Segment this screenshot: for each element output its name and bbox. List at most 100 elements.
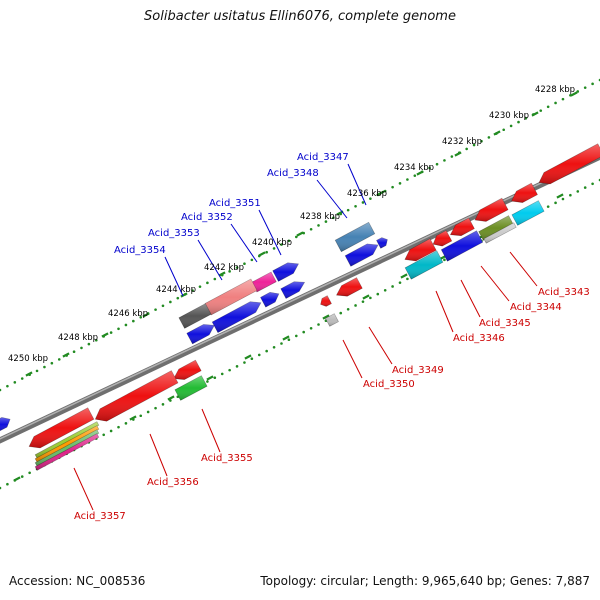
gene-arrow[interactable] [432,230,453,247]
gene-label[interactable]: Acid_3351 [209,198,261,209]
gene-arrow[interactable] [344,243,379,267]
gene-label-text: Acid_3347 [297,152,349,163]
gene-block[interactable] [34,433,100,471]
lower-tick-track-dot [243,361,246,364]
gene-label[interactable]: Acid_3356 [147,477,199,488]
gene-label[interactable]: Acid_3347 [297,152,349,163]
upper-tick-mark [493,130,501,136]
gene-label[interactable]: Acid_3343 [538,287,590,298]
gene-arrow[interactable] [94,370,179,422]
lower-tick-track-dot [250,357,254,361]
upper-tick-track-dot [280,243,283,246]
gene-label[interactable]: Acid_3357 [74,511,126,522]
gene-label[interactable]: Acid_3350 [363,379,415,390]
gene-leader-line [368,326,393,365]
scale-tick-label: 4250 kbp [8,354,48,364]
lower-tick-track-dot [376,292,380,296]
gene-arrow[interactable] [474,197,509,222]
upper-tick-track-dot [354,204,357,208]
upper-tick-track-dot [265,250,268,254]
upper-tick-track-dot [191,289,194,292]
gene-label-text: Acid_3352 [181,212,233,223]
gene-label[interactable]: Acid_3346 [453,333,505,344]
lower-tick-track-dot [583,186,587,189]
upper-tick-track-dot [450,155,454,158]
lower-tick-track-dot [339,311,343,315]
gene-leader-line [258,209,282,256]
gene-arrow[interactable] [336,277,363,297]
upper-tick-track-dot [576,90,580,93]
upper-tick-track-dot [554,101,557,105]
scale-tick-label: 4238 kbp [300,212,340,222]
lower-tick-track-dot [124,422,128,425]
lower-tick-track-dot [206,380,209,383]
gene-block[interactable] [483,222,517,244]
gene-label-text: Acid_3356 [147,477,199,488]
gene-label[interactable]: Acid_3353 [148,228,200,239]
lower-tick-mark [129,415,137,421]
gene-arrow[interactable] [320,295,332,307]
lower-tick-track-dot [161,403,165,406]
upper-tick-track-dot [591,82,594,86]
gene-block[interactable] [34,421,100,459]
gene-arrow[interactable] [260,291,280,308]
gene-arrow[interactable] [0,417,11,432]
upper-tick-track-dot [324,220,328,223]
gene-block[interactable] [34,425,100,463]
upper-tick-track-dot [517,120,520,124]
gene-label[interactable]: Acid_3345 [479,318,531,329]
gene-arrow[interactable] [280,281,306,299]
gene-arrow[interactable] [186,324,215,345]
gene-block[interactable] [174,375,208,401]
upper-tick-track-dot [546,105,550,109]
gene-label[interactable]: Acid_3352 [181,212,233,223]
scale-tick-label: 4246 kbp [108,309,148,319]
gene-arrow[interactable] [511,182,538,203]
gene-label[interactable]: Acid_3355 [201,453,253,464]
upper-tick-track-dot [72,350,76,354]
scale-tick-label: 4234 kbp [394,163,434,173]
gene-arrow[interactable] [376,237,388,249]
gene-arrow[interactable] [272,262,299,282]
lower-tick-track-dot [280,342,283,345]
lower-tick-track-dot [139,414,143,418]
upper-tick-track-dot [176,296,180,300]
gene-label[interactable]: Acid_3344 [510,302,562,313]
gene-label-text: Acid_3343 [538,287,590,298]
upper-tick-track-dot [272,247,276,250]
lower-tick-track-dot [213,376,217,380]
gene-arrow[interactable] [449,217,475,237]
gene-label-text: Acid_3348 [267,168,319,179]
gene-block[interactable] [325,313,339,327]
gene-block[interactable] [178,303,212,329]
gene-arrow[interactable] [28,407,95,449]
lower-tick-track-dot [346,307,350,311]
gene-label-text: Acid_3350 [363,379,415,390]
lower-tick-track-dot [354,304,357,307]
gene-arrow[interactable] [538,143,600,185]
scale-tick-label: 4242 kbp [204,263,244,273]
gene-block[interactable] [404,250,444,280]
gene-label[interactable]: Acid_3354 [114,245,166,256]
gene-arrow[interactable] [173,359,202,380]
upper-tick-track-dot [139,315,143,319]
upper-tick-track-dot [480,139,483,143]
upper-tick-track-dot [317,224,320,227]
upper-tick-track-dot [346,208,350,212]
gene-label[interactable]: Acid_3348 [267,168,319,179]
gene-arrow[interactable] [211,301,262,334]
gene-block[interactable] [511,200,545,226]
gene-block[interactable] [34,429,100,467]
lower-tick-mark [322,314,330,320]
gene-block[interactable] [334,221,376,253]
gene-block[interactable] [440,230,484,262]
gene-label[interactable]: Acid_3349 [392,365,444,376]
gene-arrow[interactable] [404,238,437,262]
lower-tick-track-dot [569,193,572,197]
lower-tick-track-dot [443,258,446,262]
lower-tick-track-dot [0,486,2,490]
upper-tick-track-dot [406,178,409,181]
upper-tick-track-dot [117,327,120,331]
gene-leader-line [509,251,538,287]
